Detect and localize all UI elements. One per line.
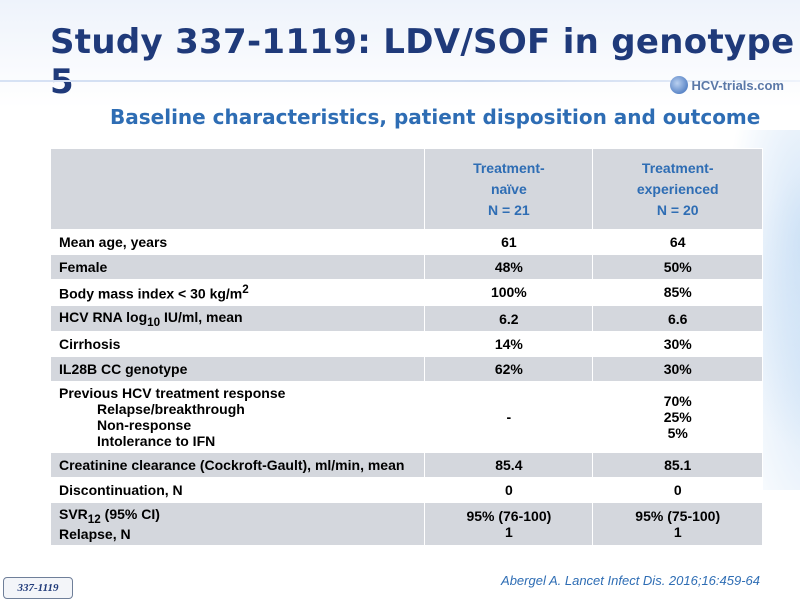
row-value-experienced: 0 [592,477,763,504]
row-value-experienced: 6.6 [592,304,763,333]
row-value-naive: 6.2 [424,304,594,333]
sub-item-label: Intolerance to IFN [97,433,216,450]
logo-icon [669,76,688,94]
row-value-naive: 100% [424,279,594,306]
title-divider [0,80,800,82]
citation: Abergel A. Lancet Infect Dis. 2016;16:45… [501,573,760,588]
table-row: Previous HCV treatment response Relapse/… [49,381,763,454]
row-label: Previous HCV treatment response Relapse/… [49,381,426,454]
row-label: Female [49,254,426,280]
table-row: Cirrhosis 14% 30% [49,331,763,358]
row-value-experienced: 50% [592,254,763,280]
row-value-experienced: 70% 25% 5% [592,381,763,454]
slide-subtitle: Baseline characteristics, patient dispos… [110,105,761,129]
row-value-experienced: 95% (75-100) 1 [592,502,763,547]
row-label: Mean age, years [49,229,426,255]
row-value-naive: 14% [424,331,594,358]
baseline-characteristics-table: Treatment- naïve N = 21 Treatment- exper… [49,148,763,547]
table-header-row: Treatment- naïve N = 21 Treatment- exper… [49,148,763,230]
row-label: Discontinuation, N [49,477,426,504]
slide-title: Study 337-1119: LDV/SOF in genotype 5 [50,22,795,102]
row-value-naive: 95% (76-100) 1 [424,502,594,547]
row-value-experienced: 30% [592,356,763,383]
table-row: Creatinine clearance (Cockroft-Gault), m… [49,452,763,479]
table-row: IL28B CC genotype 62% 30% [49,356,763,383]
row-value-naive: 0 [424,477,594,504]
table-row: Female 48% 50% [49,254,763,280]
hcv-trials-logo: HCV-trials.com [669,76,784,94]
row-label: IL28B CC genotype [49,356,426,383]
table-row: HCV RNA log10 IU/ml, mean 6.2 6.6 [49,304,763,333]
row-value-naive: 62% [424,356,594,383]
row-value-naive: 85.4 [424,452,594,479]
row-value-naive: 61 [424,229,594,255]
sub-item-label: Non-response [97,417,192,434]
row-label: Creatinine clearance (Cockroft-Gault), m… [49,452,426,479]
logo-text: HCV-trials.com [691,77,784,93]
study-id-badge: 337-1119 [3,577,73,599]
row-label: Body mass index < 30 kg/m2 [49,279,426,306]
row-value-naive: 48% [424,254,594,280]
row-value-experienced: 30% [592,331,763,358]
header-treatment-experienced: Treatment- experienced N = 20 [592,148,763,230]
table-row: Body mass index < 30 kg/m2 100% 85% [49,279,763,306]
row-label: Cirrhosis [49,331,426,358]
row-label: SVR12 (95% CI) Relapse, N [49,502,426,547]
row-value-experienced: 85% [592,279,763,306]
row-label: HCV RNA log10 IU/ml, mean [49,304,426,333]
row-value-experienced: 64 [592,229,763,255]
row-value-naive: - [424,381,594,454]
header-treatment-naive: Treatment- naïve N = 21 [424,148,594,230]
sub-item-label: Relapse/breakthrough [97,401,245,418]
table-row: Mean age, years 61 64 [49,229,763,255]
table-row: Discontinuation, N 0 0 [49,477,763,504]
row-value-experienced: 85.1 [592,452,763,479]
header-empty-cell [49,148,426,230]
table-row: SVR12 (95% CI) Relapse, N 95% (76-100) 1… [49,502,763,547]
